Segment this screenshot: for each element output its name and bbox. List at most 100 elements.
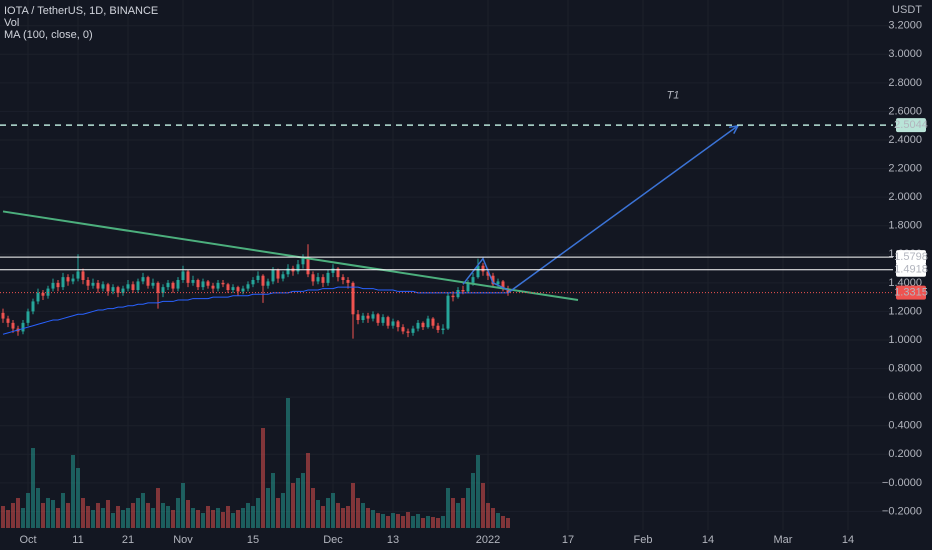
candle-body bbox=[231, 287, 235, 290]
candle-body bbox=[21, 322, 25, 332]
volume-bar bbox=[366, 508, 370, 528]
candle-body bbox=[356, 314, 360, 320]
volume-bar bbox=[436, 518, 440, 528]
candle-body bbox=[496, 281, 500, 285]
y-tick-label: 1.2000 bbox=[888, 305, 922, 317]
candle-body bbox=[481, 265, 485, 272]
volume-bar bbox=[326, 498, 330, 528]
volume-bar bbox=[161, 503, 165, 528]
candle-body bbox=[396, 321, 400, 328]
y-tick-label: 3.2000 bbox=[888, 20, 922, 32]
candle-body bbox=[491, 275, 495, 285]
volume-bar bbox=[306, 453, 310, 528]
candle-body bbox=[421, 322, 425, 328]
y-tick-label: 2.4000 bbox=[888, 134, 922, 146]
y-tick-label: 0.8000 bbox=[888, 362, 922, 374]
candle-body bbox=[406, 331, 410, 333]
volume-bar bbox=[446, 488, 450, 528]
candle-body bbox=[386, 317, 390, 326]
candle-body bbox=[361, 315, 365, 320]
volume-bar bbox=[91, 510, 95, 528]
volume-bar bbox=[221, 512, 225, 528]
volume-bar bbox=[191, 508, 195, 528]
candle-body bbox=[161, 287, 165, 293]
candle-body bbox=[106, 284, 110, 292]
candle-body bbox=[366, 315, 370, 319]
target-arrow bbox=[507, 125, 739, 294]
volume-bar bbox=[341, 508, 345, 528]
candle-body bbox=[411, 328, 415, 333]
candle-body bbox=[426, 318, 430, 328]
volume-bar bbox=[116, 506, 120, 528]
volume-bar bbox=[71, 455, 75, 528]
candle-body bbox=[321, 277, 325, 283]
candle-body bbox=[101, 284, 105, 289]
x-tick-label: 2022 bbox=[476, 534, 500, 546]
volume-bar bbox=[56, 508, 60, 528]
candle-body bbox=[61, 277, 65, 288]
candle-body bbox=[506, 288, 510, 293]
volume-bar bbox=[31, 448, 35, 528]
volume-bar bbox=[441, 516, 445, 528]
candle-body bbox=[216, 282, 220, 289]
candle-body bbox=[276, 270, 280, 279]
y-tick-label: 0.4000 bbox=[888, 420, 922, 432]
chart-title: IOTA / TetherUS, 1D, BINANCE bbox=[4, 5, 158, 17]
candle-body bbox=[241, 288, 245, 292]
candle-body bbox=[446, 295, 450, 329]
volume-bar bbox=[176, 498, 180, 528]
candle-body bbox=[371, 314, 375, 319]
candle-body bbox=[56, 282, 60, 288]
candle-body bbox=[376, 314, 380, 323]
candle-body bbox=[76, 271, 80, 279]
candle-body bbox=[301, 258, 305, 265]
volume-bar bbox=[401, 516, 405, 528]
x-tick-label: Dec bbox=[323, 534, 343, 546]
volume-bar bbox=[216, 508, 220, 528]
volume-bar bbox=[51, 500, 55, 528]
candle-body bbox=[1, 312, 5, 319]
volume-bar bbox=[136, 498, 140, 528]
candle-body bbox=[116, 287, 120, 293]
candle-body bbox=[71, 278, 75, 282]
price-tag bbox=[896, 250, 926, 265]
candle-body bbox=[266, 281, 270, 286]
candle-body bbox=[111, 287, 115, 292]
x-tick-label: Oct bbox=[19, 534, 36, 546]
candle-body bbox=[346, 280, 350, 283]
price-tag bbox=[896, 285, 926, 300]
volume-bar bbox=[41, 503, 45, 528]
volume-bar bbox=[101, 508, 105, 528]
ma-label: MA (100, close, 0) bbox=[4, 29, 93, 41]
y-tick-label: 1.0000 bbox=[888, 334, 922, 346]
volume-bar bbox=[376, 513, 380, 528]
y-tick-label: 2.0000 bbox=[888, 191, 922, 203]
candle-body bbox=[26, 311, 30, 323]
x-tick-label: 14 bbox=[842, 534, 854, 546]
volume-bar bbox=[36, 488, 40, 528]
candle-body bbox=[126, 284, 130, 289]
candle-body bbox=[306, 258, 310, 275]
volume-bar bbox=[361, 503, 365, 528]
volume-bar bbox=[106, 500, 110, 528]
candle-body bbox=[151, 282, 155, 286]
candle-body bbox=[96, 282, 100, 289]
candle-body bbox=[461, 290, 465, 292]
candle-body bbox=[176, 280, 180, 289]
price-tag bbox=[896, 118, 926, 133]
y-tick-label: 2.6000 bbox=[888, 105, 922, 117]
volume-bar bbox=[11, 503, 15, 528]
volume-bar bbox=[331, 493, 335, 528]
y-tick-label: 2.2000 bbox=[888, 162, 922, 174]
x-tick-label: 13 bbox=[387, 534, 399, 546]
ma-line bbox=[2, 286, 508, 335]
volume-bar bbox=[476, 455, 480, 528]
candle-body bbox=[456, 290, 460, 298]
candle-body bbox=[351, 282, 355, 315]
volume-bar bbox=[336, 503, 340, 528]
y-tick-label: 3.0000 bbox=[888, 48, 922, 60]
volume-bar bbox=[61, 493, 65, 528]
volume-bar bbox=[21, 508, 25, 528]
volume-bar bbox=[451, 498, 455, 528]
